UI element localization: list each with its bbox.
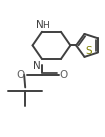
Text: N: N: [36, 20, 44, 30]
Text: N: N: [33, 61, 41, 71]
Text: S: S: [85, 46, 92, 56]
Text: O: O: [16, 70, 25, 80]
Text: H: H: [42, 21, 49, 30]
Text: O: O: [60, 70, 68, 80]
